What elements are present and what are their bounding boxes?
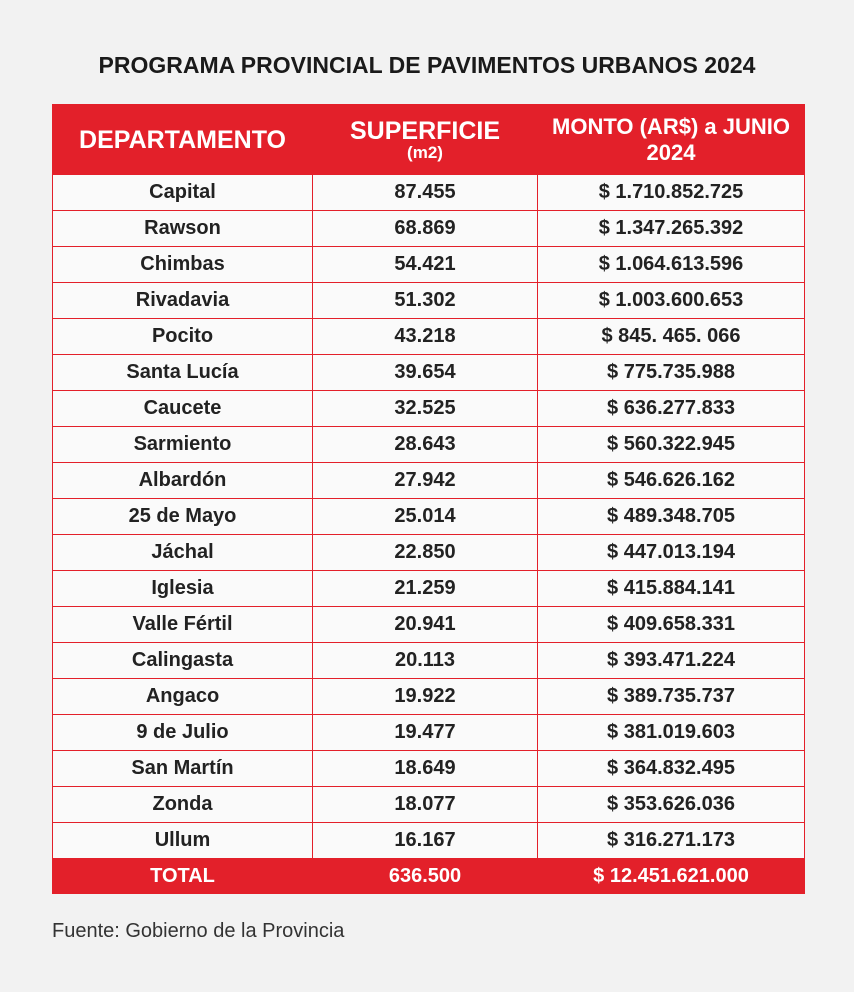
cell: 21.259 bbox=[312, 570, 538, 607]
table-body: Capital 87.455 $ 1.710.852.725 Rawson 68.869… bbox=[52, 174, 805, 894]
title: PROGRAMA PROVINCIAL DE PAVIMENTOS URBANO… bbox=[98, 52, 756, 78]
source: Fuente: Gobierno de la Provincia bbox=[52, 920, 345, 942]
cell: Chimbas bbox=[52, 246, 313, 283]
cell: 32.525 bbox=[312, 390, 538, 427]
table-row: Caucete 32.525 $ 636.277.833 bbox=[52, 390, 805, 427]
cell: $ 415.884.141 bbox=[537, 570, 805, 607]
header-sub: (m2) bbox=[407, 142, 443, 162]
cell: Caucete bbox=[52, 390, 313, 427]
cell: $ 775.735.988 bbox=[537, 354, 805, 391]
cell: 28.643 bbox=[312, 426, 538, 463]
table-row: Angaco 19.922 $ 389.735.737 bbox=[52, 678, 805, 715]
cell: $ 409.658.331 bbox=[537, 606, 805, 643]
cell: Rivadavia bbox=[52, 282, 313, 319]
cell: 43.218 bbox=[312, 318, 538, 355]
cell: $ 845. 465. 066 bbox=[537, 318, 805, 355]
table-row: Sarmiento 28.643 $ 560.322.945 bbox=[52, 426, 805, 463]
table: DEPARTAMENTO SUPERFICIE (m2) MONTO (AR$) a … bbox=[52, 104, 805, 894]
cell: $ 1.710.852.725 bbox=[537, 174, 805, 211]
table-row: Valle Fértil 20.941 $ 409.658.331 bbox=[52, 606, 805, 643]
cell: Calingasta bbox=[52, 642, 313, 679]
cell: 19.922 bbox=[312, 678, 538, 715]
cell: Rawson bbox=[52, 210, 313, 247]
cell: Pocito bbox=[52, 318, 313, 355]
cell: 39.654 bbox=[312, 354, 538, 391]
cell: 27.942 bbox=[312, 462, 538, 499]
cell: $ 316.271.173 bbox=[537, 822, 805, 859]
cell: 18.649 bbox=[312, 750, 538, 787]
table-row: San Martín 18.649 $ 364.832.495 bbox=[52, 750, 805, 787]
table-row: Rawson 68.869 $ 1.347.265.392 bbox=[52, 210, 805, 247]
cell: 9 de Julio bbox=[52, 714, 313, 751]
cell: 19.477 bbox=[312, 714, 538, 751]
cell: $ 381.019.603 bbox=[537, 714, 805, 751]
cell: 25 de Mayo bbox=[52, 498, 313, 535]
cell: Ullum bbox=[52, 822, 313, 859]
cell: Albardón bbox=[52, 462, 313, 499]
table-row: Santa Lucía 39.654 $ 775.735.988 bbox=[52, 354, 805, 391]
cell: $ 364.832.495 bbox=[537, 750, 805, 787]
table-row: 25 de Mayo 25.014 $ 489.348.705 bbox=[52, 498, 805, 535]
cell: Zonda bbox=[52, 786, 313, 823]
cell: $ 389.735.737 bbox=[537, 678, 805, 715]
cell: 87.455 bbox=[312, 174, 538, 211]
cell: $ 636.277.833 bbox=[537, 390, 805, 427]
cell: 54.421 bbox=[312, 246, 538, 283]
cell: $ 447.013.194 bbox=[537, 534, 805, 571]
table-row: Iglesia 21.259 $ 415.884.141 bbox=[52, 570, 805, 607]
cell: 20.113 bbox=[312, 642, 538, 679]
column-header: DEPARTAMENTO bbox=[52, 104, 313, 175]
cell: Santa Lucía bbox=[52, 354, 313, 391]
table-row: Albardón 27.942 $ 546.626.162 bbox=[52, 462, 805, 499]
cell: Valle Fértil bbox=[52, 606, 313, 643]
cell: 18.077 bbox=[312, 786, 538, 823]
cell: 20.941 bbox=[312, 606, 538, 643]
table-row: Capital 87.455 $ 1.710.852.725 bbox=[52, 174, 805, 211]
cell: Jáchal bbox=[52, 534, 313, 571]
cell: $ 1.003.600.653 bbox=[537, 282, 805, 319]
cell: Sarmiento bbox=[52, 426, 313, 463]
cell: 22.850 bbox=[312, 534, 538, 571]
total-cell: TOTAL bbox=[52, 858, 313, 894]
cell: Angaco bbox=[52, 678, 313, 715]
column-header: SUPERFICIE (m2) bbox=[312, 104, 538, 175]
table-row: Ullum 16.167 $ 316.271.173 bbox=[52, 822, 805, 859]
table-row: Jáchal 22.850 $ 447.013.194 bbox=[52, 534, 805, 571]
cell: 68.869 bbox=[312, 210, 538, 247]
cell: 25.014 bbox=[312, 498, 538, 535]
cell: San Martín bbox=[52, 750, 313, 787]
cell: $ 1.064.613.596 bbox=[537, 246, 805, 283]
total-cell: $ 12.451.621.000 bbox=[537, 858, 805, 894]
header-main: SUPERFICIE bbox=[349, 116, 501, 145]
table-row: Calingasta 20.113 $ 393.471.224 bbox=[52, 642, 805, 679]
total-row: TOTAL 636.500 $ 12.451.621.000 bbox=[52, 858, 805, 894]
table-row: Rivadavia 51.302 $ 1.003.600.653 bbox=[52, 282, 805, 319]
table-row: Pocito 43.218 $ 845. 465. 066 bbox=[52, 318, 805, 355]
header-row: DEPARTAMENTO SUPERFICIE (m2) MONTO (AR$) a … bbox=[52, 104, 805, 175]
table-row: Zonda 18.077 $ 353.626.036 bbox=[52, 786, 805, 823]
cell: $ 546.626.162 bbox=[537, 462, 805, 499]
column-header: MONTO (AR$) a JUNIO 2024 bbox=[537, 104, 805, 175]
cell: 51.302 bbox=[312, 282, 538, 319]
cell: $ 489.348.705 bbox=[537, 498, 805, 535]
cell: $ 560.322.945 bbox=[537, 426, 805, 463]
cell: $ 1.347.265.392 bbox=[537, 210, 805, 247]
cell: Capital bbox=[52, 174, 313, 211]
table-row: Chimbas 54.421 $ 1.064.613.596 bbox=[52, 246, 805, 283]
table-row: 9 de Julio 19.477 $ 381.019.603 bbox=[52, 714, 805, 751]
cell: Iglesia bbox=[52, 570, 313, 607]
total-cell: 636.500 bbox=[312, 858, 538, 894]
cell: $ 353.626.036 bbox=[537, 786, 805, 823]
cell: $ 393.471.224 bbox=[537, 642, 805, 679]
cell: 16.167 bbox=[312, 822, 538, 859]
